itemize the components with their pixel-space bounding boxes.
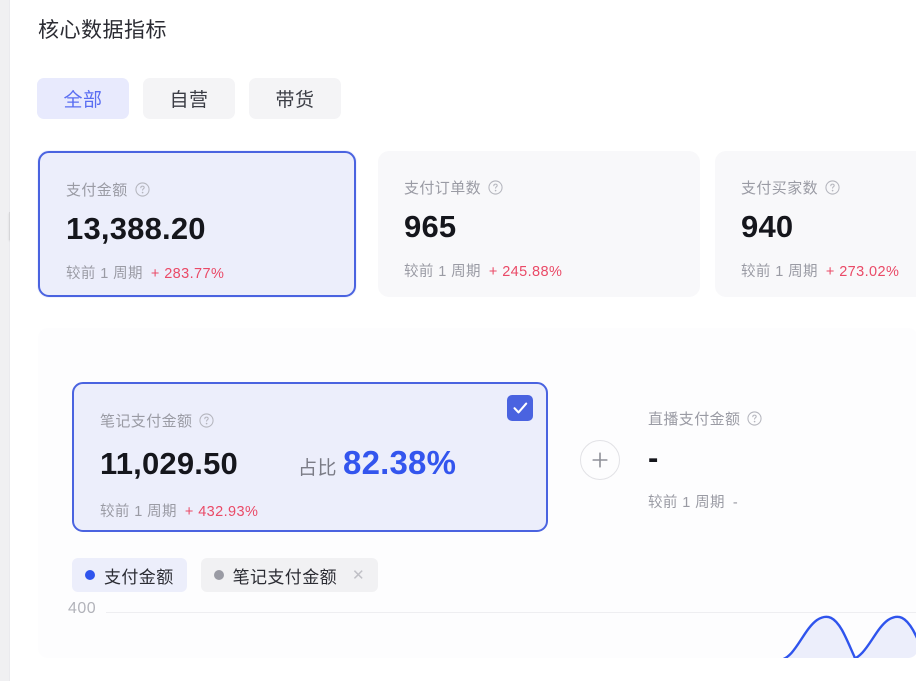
question-circle-icon[interactable] — [825, 180, 840, 195]
check-icon — [512, 402, 527, 414]
page-content: 核心数据指标 全部 自营 带货 支付金额 — [10, 0, 916, 681]
tab-self-operated-label: 自营 — [169, 90, 209, 111]
metric-card-row: 支付金额 13,388.20 较前 1 周期 + 283.77% — [38, 151, 916, 301]
question-circle-icon[interactable] — [488, 180, 503, 195]
metric-compare-label: 较前 1 周期 — [100, 504, 177, 520]
legend-label: 支付金额 — [104, 567, 174, 587]
metric-label-text: 笔记支付金额 — [100, 413, 193, 430]
metric-compare-label: 较前 1 周期 — [66, 266, 143, 282]
legend-dot-icon — [85, 570, 95, 580]
breakdown-panel: 笔记支付金额 11,029.50 占比 82.38% — [38, 328, 916, 658]
metric-compare-label: 较前 1 周期 — [404, 264, 481, 280]
metric-label: 支付金额 — [66, 179, 354, 200]
metric-label-text: 支付买家数 — [741, 180, 819, 197]
share-group: 占比 82.38% — [298, 444, 456, 482]
metric-card-payment-amount[interactable]: 支付金额 13,388.20 较前 1 周期 + 283.77% — [38, 151, 356, 297]
metric-delta: + 245.88% — [488, 264, 563, 280]
metric-compare: 较前 1 周期 + 245.88% — [404, 260, 700, 281]
metric-card-paid-orders[interactable]: 支付订单数 965 较前 1 周期 + 245.88% — [378, 151, 700, 297]
tab-self-operated[interactable]: 自营 — [143, 78, 235, 119]
chart-legend: 支付金额 笔记支付金额 ✕ — [72, 558, 378, 592]
metric-compare: 较前 1 周期 + 273.02% — [741, 260, 916, 281]
legend-dot-icon — [213, 570, 224, 580]
metric-compare-label: 较前 1 周期 — [648, 495, 725, 511]
metric-card-paid-buyers[interactable]: 支付买家数 940 较前 1 周期 + 273.02% — [715, 151, 916, 297]
metric-delta: + 283.77% — [150, 266, 225, 282]
metric-label-text: 支付订单数 — [404, 180, 482, 197]
breakdown-card-checkbox[interactable] — [507, 395, 533, 421]
trend-chart: 400 — [38, 600, 916, 658]
add-metric-button[interactable] — [580, 440, 620, 480]
tab-all-label: 全部 — [63, 90, 103, 111]
share-value: 82.38% — [343, 444, 457, 481]
question-circle-icon[interactable] — [747, 411, 762, 426]
metric-scope-tabs: 全部 自营 带货 — [37, 78, 341, 119]
metric-value: 940 — [741, 209, 794, 244]
question-circle-icon[interactable] — [135, 182, 150, 197]
breakdown-card-note-payment-amount[interactable]: 笔记支付金额 11,029.50 占比 82.38% — [72, 382, 548, 532]
legend-label: 笔记支付金额 — [232, 567, 338, 587]
legend-item-payment-amount[interactable]: 支付金额 — [72, 558, 187, 592]
close-icon[interactable]: ✕ — [352, 566, 365, 584]
question-circle-icon[interactable] — [199, 413, 214, 428]
chart-line-peak-1 — [782, 615, 857, 658]
plus-icon — [592, 452, 608, 468]
metric-delta: + 432.93% — [184, 504, 259, 520]
metric-compare: 较前 1 周期 + 432.93% — [100, 500, 546, 521]
tab-affiliate[interactable]: 带货 — [249, 78, 341, 119]
metric-compare-label: 较前 1 周期 — [741, 264, 818, 280]
metric-value: 11,029.50 — [100, 446, 239, 481]
breakdown-card-live-payment-amount[interactable]: 直播支付金额 - 较前 1 周期 - — [648, 408, 916, 512]
metric-label: 支付买家数 — [741, 177, 916, 198]
metric-compare: 较前 1 周期 - — [648, 491, 916, 512]
metric-delta: + 273.02% — [825, 264, 900, 280]
chart-series-canvas — [782, 615, 916, 658]
metric-label-text: 支付金额 — [66, 182, 128, 199]
metric-value: 13,388.20 — [66, 211, 206, 246]
metric-delta: - — [732, 495, 739, 511]
chart-ytick-label: 400 — [68, 600, 97, 617]
tab-affiliate-label: 带货 — [275, 90, 315, 111]
chart-line-peak-2 — [852, 615, 916, 658]
metric-label-text: 直播支付金额 — [648, 411, 741, 428]
metric-compare: 较前 1 周期 + 283.77% — [66, 262, 354, 283]
page-title: 核心数据指标 — [38, 19, 167, 42]
legend-item-note-payment-amount[interactable]: 笔记支付金额 ✕ — [200, 558, 378, 592]
breakdown-value-row: 11,029.50 占比 82.38% — [100, 444, 546, 482]
metric-value: 965 — [404, 209, 457, 244]
metric-label: 支付订单数 — [404, 177, 700, 198]
share-label: 占比 — [298, 458, 338, 479]
metric-label: 直播支付金额 — [648, 408, 916, 429]
left-gutter — [0, 0, 10, 681]
metric-label: 笔记支付金额 — [100, 410, 546, 431]
metric-value: - — [648, 440, 659, 475]
chart-gridline — [106, 612, 916, 613]
tab-all[interactable]: 全部 — [37, 78, 129, 119]
